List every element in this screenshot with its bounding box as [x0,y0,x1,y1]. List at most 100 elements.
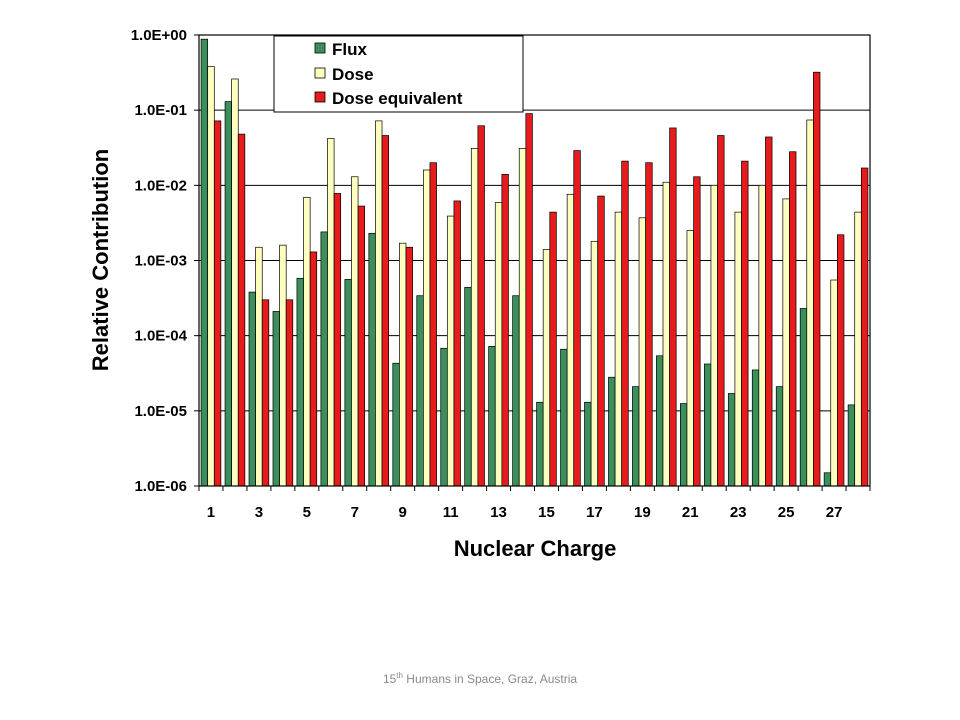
x-tick-label: 5 [303,504,311,521]
bars [200,38,869,487]
bar-dose [423,169,431,487]
x-tick-label: 23 [730,504,747,521]
bar-dose [806,119,814,487]
bar-dose [303,197,311,487]
legend-label-dose: Dose [332,65,374,84]
y-tick-label: 1.0E-02 [134,177,187,194]
x-tick-label: 9 [399,504,407,521]
bar-dose-equivalent [285,299,294,487]
bar-flux [751,369,760,487]
y-tick-label: 1.0E+00 [131,27,187,44]
y-tick-label: 1.0E-03 [134,253,187,270]
bar-dose-equivalent [525,113,533,487]
x-tick-label: 13 [490,504,507,521]
bar-flux [799,308,808,487]
bar-dose-equivalent [309,251,318,487]
bar-dose [279,244,287,487]
bar-flux [608,376,616,487]
bar-dose [231,78,239,487]
legend-label-dose-equivalent: Dose equivalent [332,89,463,108]
x-tick-labels: 1 3 5 7 9 11 13 15 17 19 21 23 25 27 [198,486,871,521]
bar-dose-equivalent [405,246,413,487]
bar-flux [296,277,304,487]
bar-flux [392,362,400,487]
bar-flux [775,386,784,487]
bar-flux [703,363,712,487]
x-tick-label: 7 [351,504,359,521]
bar-flux [224,101,233,487]
bar-dose-equivalent [621,160,629,487]
y-axis-title: Relative Contribution [88,149,113,371]
bar-dose-equivalent [813,71,821,487]
bar-flux [560,348,568,487]
bar-dose-equivalent [693,176,701,487]
bar-flux [488,346,496,487]
bar-dose [470,148,479,487]
bar-dose [542,249,551,487]
footer-number: 15 [382,672,397,686]
y-tick-label: 1.0E-04 [134,328,187,345]
bar-dose-equivalent [333,193,342,487]
bar-dose-equivalent [836,234,845,487]
x-tick-label: 21 [682,504,699,521]
bar-dose-equivalent [453,200,461,487]
bar-flux [632,386,640,487]
bar-dose [207,66,215,487]
bar-dose-equivalent [597,195,605,487]
bar-dose-equivalent [645,162,653,487]
x-tick-label: 27 [826,504,843,521]
bar-flux [200,38,209,487]
bar-dose [590,240,599,487]
x-tick-label: 19 [634,504,651,521]
bar-dose [854,211,862,487]
bar-dose [255,246,263,487]
x-tick-label: 17 [586,504,603,521]
bar-dose-equivalent [237,133,246,487]
footer-text: Humans in Space, Graz, Austria [402,672,578,686]
legend-swatch-dose [314,67,326,79]
bar-dose [782,198,790,487]
bar-dose-equivalent [477,125,485,487]
footer-superscript: th [396,671,403,680]
bar-dose [566,193,575,487]
bar-dose-equivalent [213,120,222,487]
bar-dose [351,176,359,487]
bar-dose [638,217,646,487]
bar-dose-equivalent [860,167,869,487]
bar-dose-equivalent [669,127,677,487]
bar-dose [710,184,718,487]
bar-dose [614,211,623,487]
bar-dose-equivalent [429,162,437,487]
x-tick-label: 11 [443,504,459,521]
bar-dose-equivalent [381,135,389,487]
bar-dose-equivalent [741,160,749,487]
y-tick-label: 1.0E-05 [134,403,187,420]
bar-flux [536,401,544,487]
y-tick-label: 1.0E-06 [134,478,187,495]
legend-swatch-flux [314,42,326,54]
bar-dose-equivalent [357,205,366,487]
bar-dose [494,202,503,487]
bar-flux [823,472,832,487]
x-tick-label: 1 [207,504,215,521]
bar-dose-equivalent [501,174,509,487]
bar-flux [656,355,664,487]
bar-flux [727,393,736,487]
x-tick-label: 3 [255,504,263,521]
bar-dose-equivalent [549,211,557,487]
bar-dose-equivalent [789,151,797,487]
bar-flux [680,403,688,487]
x-axis-title: Nuclear Charge [454,536,617,561]
bar-flux [464,286,472,487]
bar-flux [368,232,376,487]
legend-swatch-dose-equivalent [314,91,326,103]
bar-flux [512,295,520,487]
bar-flux [584,401,592,487]
bar-dose [734,211,742,487]
bar-flux [248,291,256,487]
bar-flux [320,231,328,487]
bar-dose-equivalent [573,150,581,487]
bar-dose [327,138,335,487]
legend-label-flux: Flux [332,40,367,59]
legend: Flux Dose Dose equivalent [273,35,524,113]
